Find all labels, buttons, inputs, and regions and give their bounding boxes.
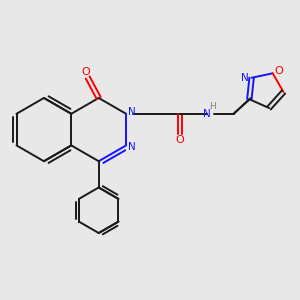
- Text: O: O: [274, 66, 283, 76]
- Text: O: O: [176, 135, 184, 145]
- Text: H: H: [209, 102, 216, 111]
- Text: N: N: [128, 142, 136, 152]
- Text: O: O: [82, 67, 90, 77]
- Text: N: N: [128, 107, 136, 117]
- Text: N: N: [242, 73, 249, 83]
- Text: N: N: [203, 109, 211, 119]
